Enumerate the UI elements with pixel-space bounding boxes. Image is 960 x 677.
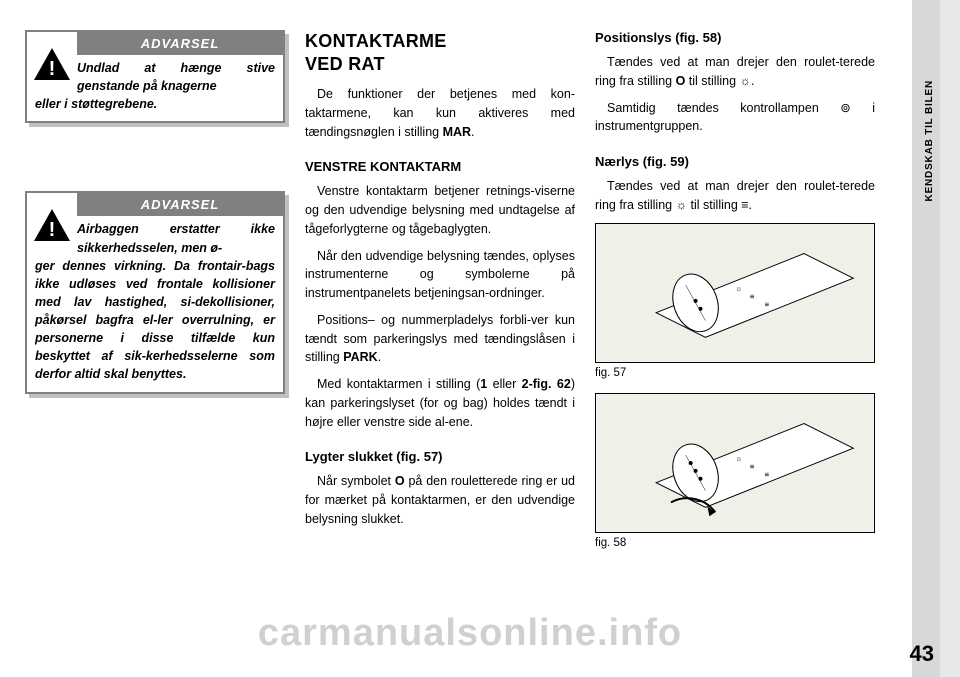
subsection-title: Positionslys (fig. 58) [595,30,875,45]
paragraph: Med kontaktarmen i stilling (1 eller 2-f… [305,375,575,431]
warning-box-2: ! ADVARSEL Airbaggen erstatter ikke sikk… [25,191,285,393]
svg-text:≡: ≡ [750,461,755,470]
warning-header: ! ADVARSEL Airbaggen erstatter ikke sikk… [27,193,283,256]
paragraph: Når den udvendige belysning tændes, oply… [305,247,575,303]
section-title: KONTAKTARME VED RAT [305,30,575,75]
figure-57-caption: fig. 57 [595,367,875,379]
warning-triangle-icon: ! [27,193,77,256]
text: til stilling [687,198,741,212]
warning-title: ADVARSEL [77,193,283,216]
side-chapter-label: KENDSKAB TIL BILEN [924,80,935,201]
subsection-title: VENSTRE KONTAKTARM [305,159,575,174]
column-right: Positionslys (fig. 58) Tændes ved at man… [595,30,875,657]
bold-text: O [676,74,686,88]
page-number: 43 [910,641,934,667]
warning-title-wrap: ADVARSEL Undlad at hænge stive genstande… [77,32,283,95]
bold-text: O [395,474,405,488]
text: . [749,198,752,212]
text: . [378,350,381,364]
text: Når symbolet [317,474,395,488]
warning-body: eller i støttegrebene. [27,95,283,121]
content-columns: ! ADVARSEL Undlad at hænge stive genstan… [25,30,915,657]
svg-text:≡: ≡ [765,469,770,478]
sun-icon: ☼ [676,198,687,212]
section-title-line2: VED RAT [305,54,385,74]
figure-58-caption: fig. 58 [595,537,875,549]
text: Med kontaktarmen i stilling ( [317,377,480,391]
text: Samtidig tændes kontrollampen [607,101,840,115]
svg-text:≡: ≡ [765,299,770,308]
warning-header: ! ADVARSEL Undlad at hænge stive genstan… [27,32,283,95]
text: . [471,125,474,139]
text: De funktioner der betjenes med kon-takta… [305,87,575,139]
svg-text:!: ! [49,58,56,80]
figure-57: < circle cx="95" cy="70" r="2" fill="#00… [595,223,875,363]
lamp-icon: ⊚ [840,101,850,115]
column-middle: KONTAKTARME VED RAT De funktioner der be… [305,30,575,657]
section-title-line1: KONTAKTARME [305,31,447,51]
figure-58: ☼ ≡ ≡ [595,393,875,533]
paragraph: Tændes ved at man drejer den roulet-tere… [595,177,875,215]
paragraph: De funktioner der betjenes med kon-takta… [305,85,575,141]
subsection-title: Lygter slukket (fig. 57) [305,449,575,464]
warning-body: ger dennes virkning. Da frontair-bags ik… [27,257,283,392]
paragraph: Når symbolet O på den rouletterede ring … [305,472,575,528]
svg-text:☼: ☼ [735,284,742,293]
bold-text: 2-fig. 62 [522,377,571,391]
svg-text:☼: ☼ [735,454,742,463]
warning-body-lead: Airbaggen erstatter ikke sikkerhedsselen… [77,216,283,256]
column-left: ! ADVARSEL Undlad at hænge stive genstan… [25,30,285,657]
manual-page: KENDSKAB TIL BILEN 43 ! ADVARSEL Undlad … [0,0,940,677]
svg-text:!: ! [49,219,56,241]
warning-title-wrap: ADVARSEL Airbaggen erstatter ikke sikker… [77,193,283,256]
warning-triangle-icon: ! [27,32,77,95]
text: eller [487,377,521,391]
paragraph: Samtidig tændes kontrollampen ⊚ i instru… [595,99,875,137]
warning-box-1: ! ADVARSEL Undlad at hænge stive genstan… [25,30,285,123]
spacer [25,151,285,191]
warning-body-lead: Undlad at hænge stive genstande på knage… [77,55,283,95]
warning-title: ADVARSEL [77,32,283,55]
svg-text:≡: ≡ [750,291,755,300]
sun-icon: ☼ [740,74,751,88]
bold-text: MAR [443,125,471,139]
text: . [751,74,754,88]
subsection-title: Nærlys (fig. 59) [595,154,875,169]
paragraph: Tændes ved at man drejer den roulet-tere… [595,53,875,91]
paragraph: Venstre kontaktarm betjener retnings-vis… [305,182,575,238]
headlamp-icon: ≡ [741,198,748,212]
text: til stilling [685,74,739,88]
paragraph: Positions– og nummerpladelys forbli-ver … [305,311,575,367]
bold-text: PARK [343,350,378,364]
